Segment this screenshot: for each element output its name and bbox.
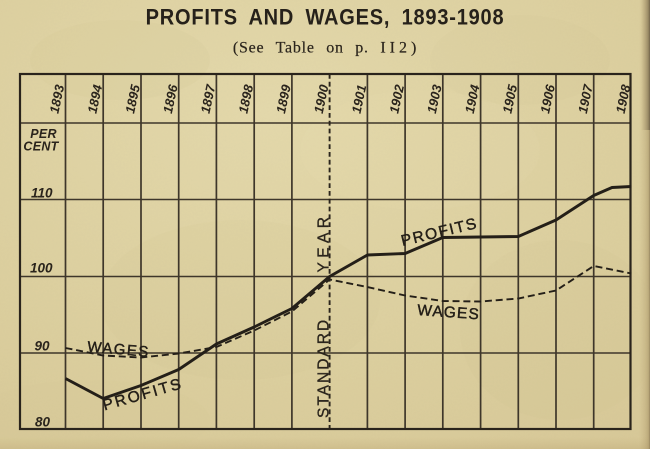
svg-text:100: 100 <box>30 261 53 276</box>
svg-text:1905: 1905 <box>500 83 521 115</box>
svg-text:WAGES: WAGES <box>417 302 481 323</box>
svg-text:PROFITS AND WAGES, 1893-1908: PROFITS AND WAGES, 1893-1908 <box>146 6 505 30</box>
svg-text:1900: 1900 <box>311 83 332 115</box>
svg-text:CENT: CENT <box>23 140 59 154</box>
svg-text:1907: 1907 <box>575 83 596 115</box>
svg-text:110: 110 <box>31 186 53 201</box>
svg-text:1894: 1894 <box>84 83 105 115</box>
svg-text:90: 90 <box>34 339 50 354</box>
svg-text:1904: 1904 <box>462 83 483 115</box>
svg-text:1895: 1895 <box>122 83 143 115</box>
svg-text:STANDARD: STANDARD <box>316 318 333 418</box>
svg-text:1896: 1896 <box>160 83 181 115</box>
svg-text:1897: 1897 <box>198 83 219 115</box>
svg-text:1901: 1901 <box>349 83 370 114</box>
svg-text:80: 80 <box>35 415 51 430</box>
svg-text:1906: 1906 <box>537 83 558 115</box>
svg-text:1903: 1903 <box>424 83 445 115</box>
svg-text:1899: 1899 <box>273 83 294 115</box>
svg-text:WAGES: WAGES <box>87 339 151 361</box>
svg-text:(See Table on p. II2): (See Table on p. II2) <box>233 40 417 57</box>
svg-text:1908: 1908 <box>613 83 634 115</box>
svg-text:YEAR: YEAR <box>316 213 333 273</box>
svg-text:PER: PER <box>30 127 57 141</box>
svg-text:1893: 1893 <box>46 83 67 115</box>
svg-text:1902: 1902 <box>386 83 407 115</box>
svg-text:1898: 1898 <box>235 83 256 115</box>
